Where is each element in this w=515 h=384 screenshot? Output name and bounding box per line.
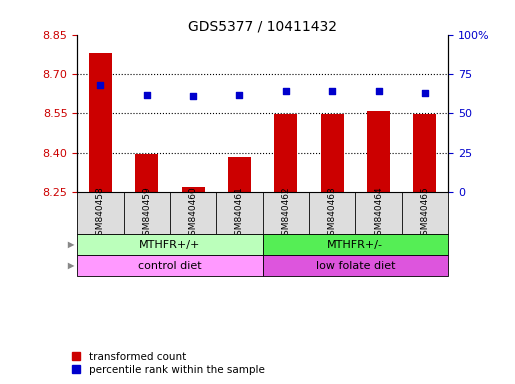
Text: GSM840460: GSM840460 [188, 186, 198, 241]
Point [421, 90, 429, 96]
Text: MTHFR+/-: MTHFR+/- [328, 240, 383, 250]
Text: GSM840458: GSM840458 [96, 186, 105, 241]
Bar [274, 114, 298, 192]
Legend: transformed count, percentile rank within the sample: transformed count, percentile rank withi… [72, 352, 265, 375]
Point [374, 88, 383, 94]
Bar [367, 111, 390, 192]
Text: low folate diet: low folate diet [316, 261, 395, 271]
Text: GSM840464: GSM840464 [374, 186, 383, 241]
Text: GSM840465: GSM840465 [420, 186, 430, 241]
Point [328, 88, 336, 94]
Text: control diet: control diet [138, 261, 202, 271]
Bar [263, 255, 448, 276]
Bar [181, 187, 205, 192]
Text: GSM840462: GSM840462 [281, 186, 290, 241]
Bar [228, 157, 251, 192]
Bar [135, 154, 159, 192]
Text: GSM840463: GSM840463 [328, 186, 337, 241]
Bar [263, 234, 448, 255]
Title: GDS5377 / 10411432: GDS5377 / 10411432 [188, 20, 337, 33]
Text: GSM840459: GSM840459 [142, 186, 151, 241]
Point [282, 88, 290, 94]
Point [189, 93, 197, 99]
Text: GSM840461: GSM840461 [235, 186, 244, 241]
Bar [320, 114, 344, 192]
Bar [413, 114, 437, 192]
Bar [77, 255, 263, 276]
Point [143, 91, 151, 98]
Text: MTHFR+/+: MTHFR+/+ [139, 240, 201, 250]
Bar [77, 234, 263, 255]
Point [235, 91, 244, 98]
Point [96, 82, 105, 88]
Bar [89, 53, 112, 192]
